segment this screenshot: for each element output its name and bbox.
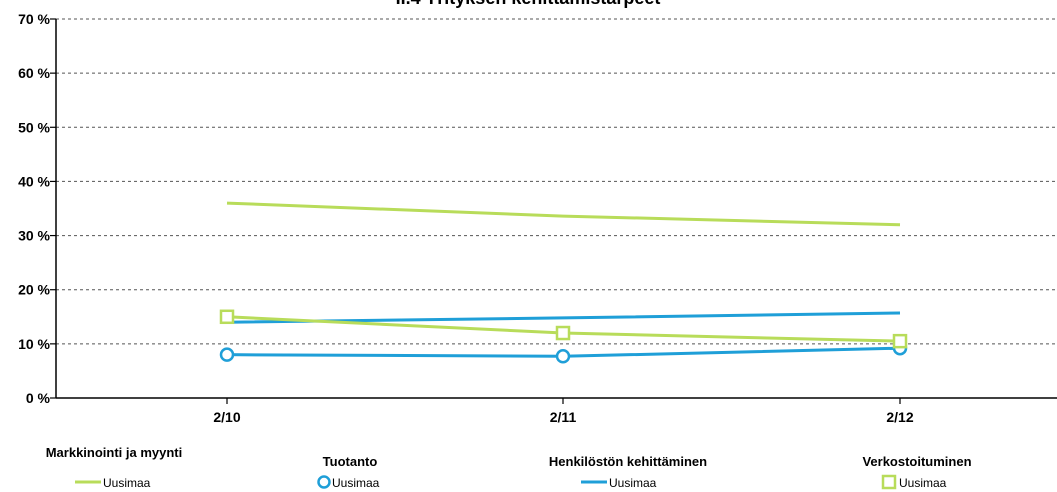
series-layer: [219, 201, 908, 364]
y-tick-label: 50 %: [18, 119, 50, 135]
y-tick-label: 20 %: [18, 282, 50, 298]
y-axis-ticks: 0 % 10 % 20 % 30 % 40 % 50 % 60 % 70 %: [18, 11, 56, 406]
series-2: [219, 340, 908, 364]
legend-label: Uusimaa: [609, 476, 657, 490]
legend-group-title: Henkilöstön kehittäminen: [549, 454, 707, 469]
y-tick-label: 30 %: [18, 228, 50, 244]
legend-group-title: Verkostoituminen: [862, 454, 971, 469]
x-axis-ticks: 2/10 2/11 2/12: [213, 398, 914, 425]
legend-swatch: [317, 475, 331, 489]
legend-label: Uusimaa: [899, 476, 947, 490]
gridlines: [56, 18, 1057, 345]
y-tick-label: 70 %: [18, 11, 50, 27]
legend-entry-4: Verkostoituminen Uusimaa: [862, 454, 971, 490]
series-line: [226, 201, 901, 227]
y-tick-label: 40 %: [18, 173, 50, 189]
data-point: [219, 347, 235, 362]
y-tick-label: 10 %: [18, 336, 50, 352]
legend-label: Uusimaa: [103, 476, 151, 490]
legend-swatch: [881, 474, 897, 490]
x-tick-label: 2/11: [550, 409, 577, 425]
y-tick-label: 0 %: [26, 390, 51, 406]
series-1: [226, 201, 901, 227]
data-point: [892, 333, 908, 349]
legend-group-title: Markkinointi ja myynti: [46, 445, 183, 460]
series-4: [219, 309, 908, 349]
data-point: [555, 325, 571, 341]
legend-entry-1: Markkinointi ja myynti Uusimaa: [46, 445, 183, 490]
legend-entry-3: Henkilöstön kehittäminen Uusimaa: [549, 454, 707, 490]
legend-label: Uusimaa: [332, 476, 380, 490]
legend: Markkinointi ja myynti Uusimaa Tuotanto Uus…: [46, 445, 972, 490]
y-tick-label: 60 %: [18, 65, 50, 81]
legend-group-title: Tuotanto: [323, 454, 378, 469]
data-point: [219, 309, 235, 325]
x-tick-label: 2/12: [886, 409, 913, 425]
chart-title: II.4 Yrityksen kehittämistarpeet: [396, 0, 661, 8]
legend-entry-2: Tuotanto Uusimaa: [317, 454, 380, 490]
x-tick-label: 2/10: [213, 409, 240, 425]
data-point: [555, 349, 571, 364]
